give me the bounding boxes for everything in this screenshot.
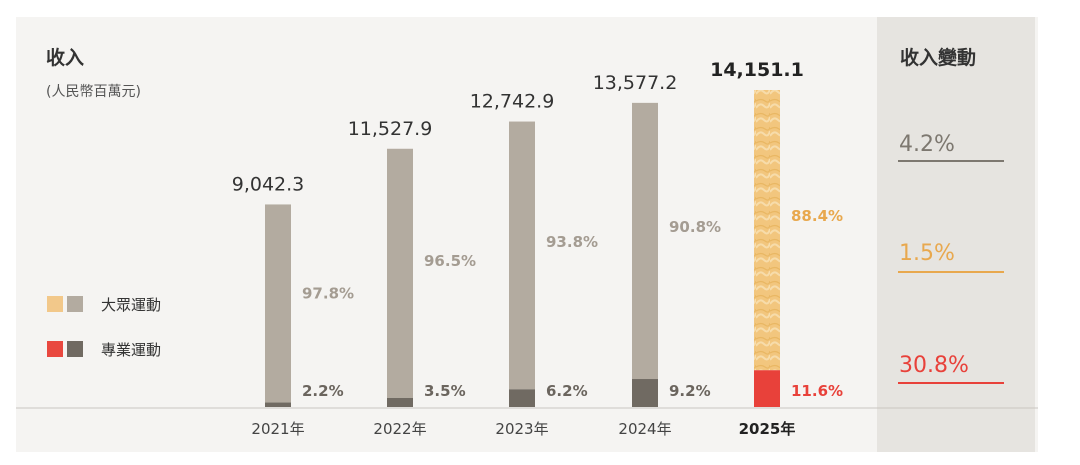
total-label-0: 9,042.3 bbox=[232, 173, 305, 195]
category-label-3: 2024年 bbox=[618, 420, 671, 438]
bar-mass-2 bbox=[509, 121, 535, 390]
revenue-change-panel bbox=[877, 17, 1035, 452]
change-value-pro: 30.8% bbox=[899, 353, 969, 378]
pro-pct-label-4: 11.6% bbox=[791, 382, 843, 400]
bars-group: 9,042.3 97.8% 2.2% 2021年 11,527.9 96.5% 3.5% 20… bbox=[232, 59, 843, 438]
pro-pct-label-1: 3.5% bbox=[424, 382, 466, 400]
legend-swatch-mass-a bbox=[47, 296, 63, 312]
category-label-4: 2025年 bbox=[739, 420, 796, 438]
pro-pct-label-2: 6.2% bbox=[546, 382, 588, 400]
side-title: 收入變動 bbox=[900, 46, 976, 69]
bar-pro-4 bbox=[754, 370, 780, 407]
side-panel-content: 收入變動 4.2% 1.5% 30.8% bbox=[898, 46, 1004, 384]
bar-pro-3 bbox=[632, 379, 658, 407]
legend-swatch-pro-b bbox=[67, 341, 83, 357]
bar-pro-1 bbox=[387, 397, 413, 407]
mass-pct-label-0: 97.8% bbox=[302, 285, 354, 303]
mass-pct-label-4: 88.4% bbox=[791, 207, 843, 225]
bar-pro-0 bbox=[265, 402, 291, 407]
total-label-3: 13,577.2 bbox=[593, 72, 678, 94]
pro-pct-label-0: 2.2% bbox=[302, 382, 344, 400]
unit-label: (人民幣百萬元) bbox=[46, 84, 141, 100]
mass-pct-label-3: 90.8% bbox=[669, 218, 721, 236]
bar-mass-1 bbox=[387, 148, 413, 398]
bar-mass-0 bbox=[265, 204, 291, 403]
bar-pro-2 bbox=[509, 389, 535, 407]
category-label-2: 2023年 bbox=[495, 420, 548, 438]
total-label-1: 11,527.9 bbox=[348, 118, 433, 140]
change-value-overall: 4.2% bbox=[899, 132, 955, 157]
pro-pct-label-3: 9.2% bbox=[669, 382, 711, 400]
legend-label-pro: 專業運動 bbox=[101, 341, 161, 359]
legend: 大眾運動 專業運動 bbox=[47, 296, 161, 359]
mass-pct-label-1: 96.5% bbox=[424, 252, 476, 270]
mass-pct-label-2: 93.8% bbox=[546, 233, 598, 251]
change-value-mass: 1.5% bbox=[899, 241, 955, 266]
bar-mass-3 bbox=[632, 102, 658, 380]
legend-label-mass: 大眾運動 bbox=[101, 296, 161, 314]
total-label-2: 12,742.9 bbox=[470, 91, 555, 113]
legend-swatch-pro-a bbox=[47, 341, 63, 357]
category-label-0: 2021年 bbox=[251, 420, 304, 438]
category-label-1: 2022年 bbox=[373, 420, 426, 438]
total-label-4: 14,151.1 bbox=[710, 59, 804, 81]
chart-title: 收入 bbox=[46, 46, 84, 69]
legend-swatch-mass-b bbox=[67, 296, 83, 312]
bar-mass-4 bbox=[754, 90, 780, 371]
